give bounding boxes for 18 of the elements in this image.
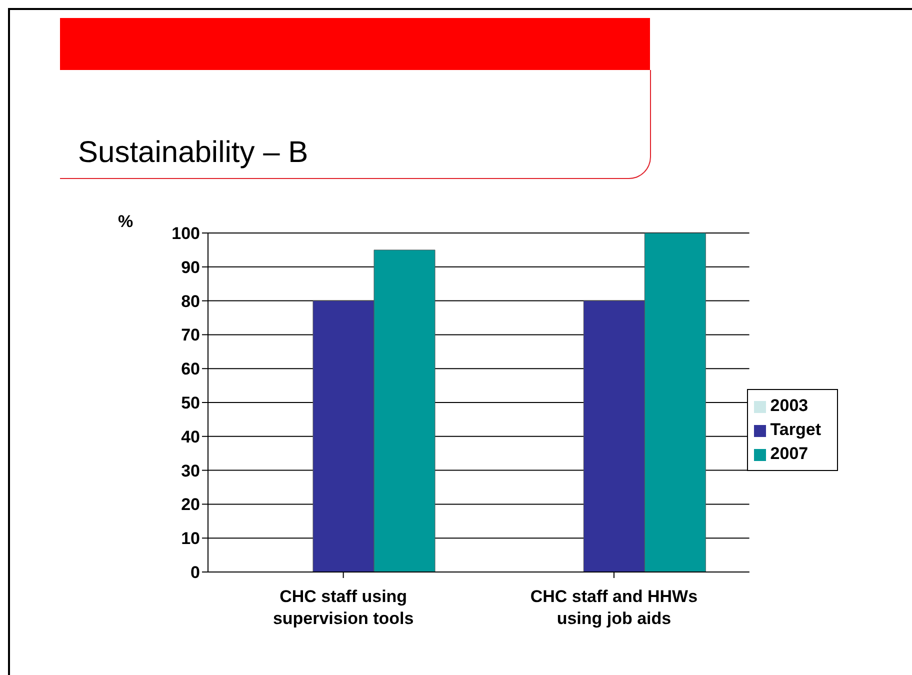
y-tick-label: 10	[181, 529, 200, 548]
y-tick-label: 70	[181, 326, 200, 345]
legend-label: Target	[770, 420, 821, 439]
y-tick-label: 30	[181, 461, 200, 480]
chart-title: Sustainability – B	[78, 136, 308, 170]
y-tick-label: 40	[181, 427, 200, 446]
y-tick-label: 60	[181, 360, 200, 379]
x-tick-label: CHC staff and HHWs using job aids	[530, 587, 698, 628]
x-tick-label: CHC staff using supervision tools	[272, 587, 414, 628]
y-tick-label: 0	[190, 563, 200, 582]
legend-label: 2007	[770, 444, 808, 463]
legend-label: 2003	[770, 396, 808, 415]
y-tick-label: 50	[181, 394, 200, 413]
y-tick-label: 80	[181, 292, 200, 311]
y-tick-label: 20	[181, 495, 200, 514]
y-tick-label: 90	[181, 258, 200, 277]
y-axis-title: %	[118, 212, 134, 232]
y-tick-label: 100	[172, 224, 200, 244]
